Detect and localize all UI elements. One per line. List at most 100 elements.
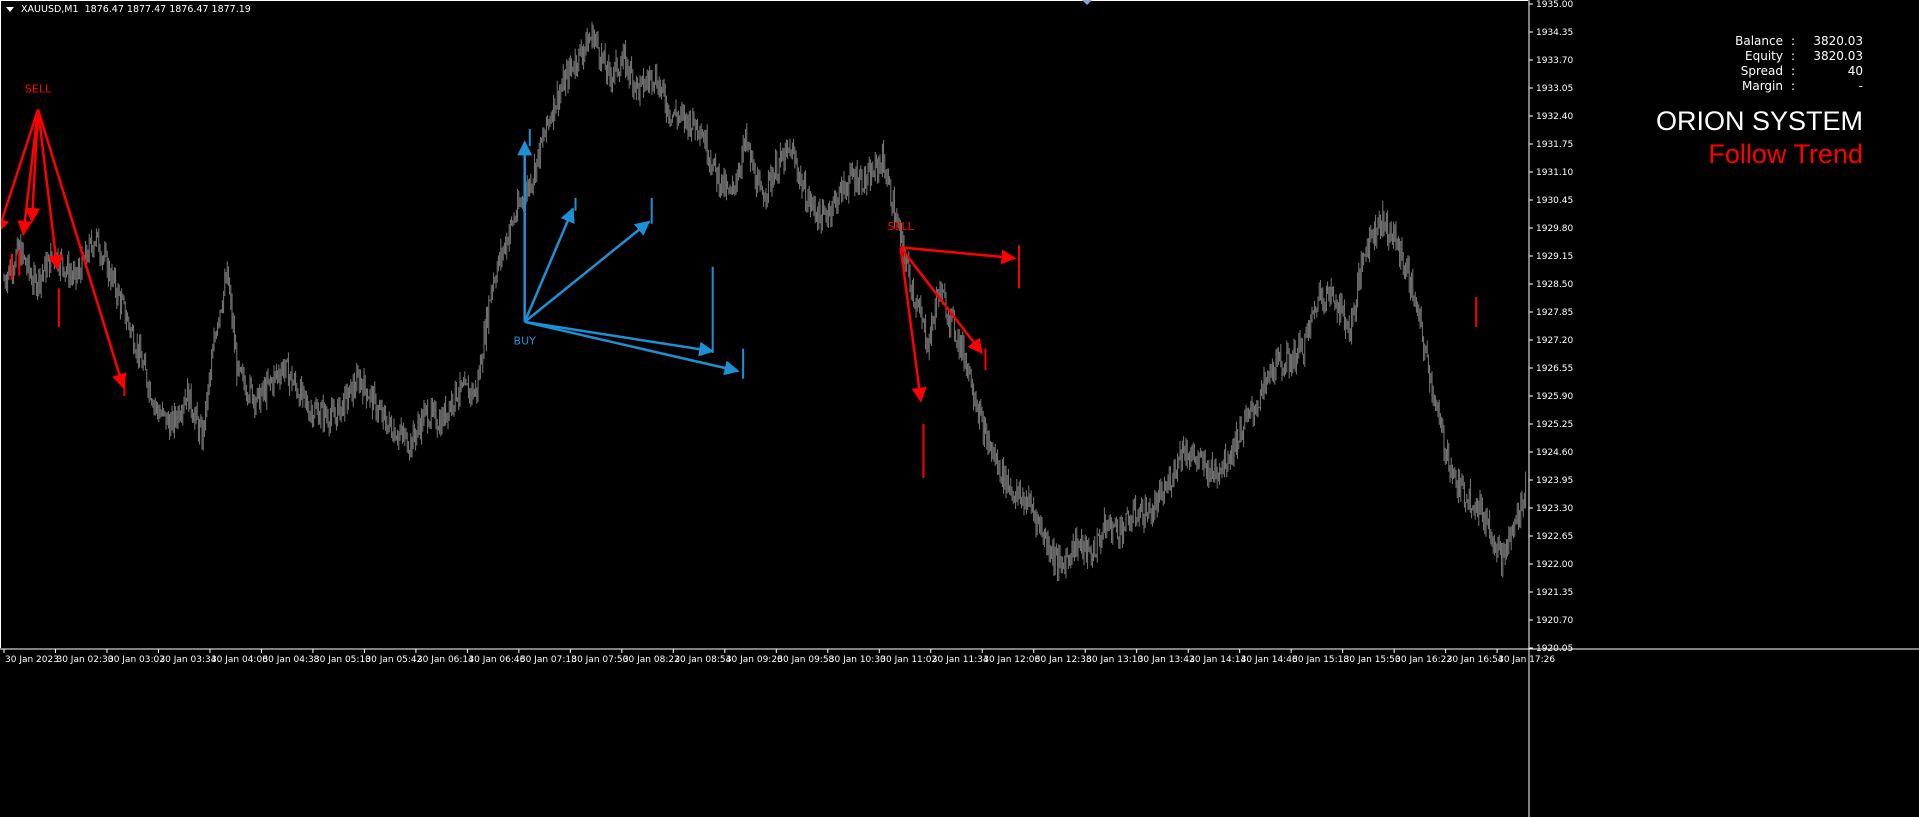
y-tick-label: 1934.35 xyxy=(1536,28,1573,38)
x-tick-label: 30 Jan 16:22 xyxy=(1395,655,1452,665)
info-row-equity: Equity : 3820.03 xyxy=(1703,49,1863,64)
y-tick-label: 1922.00 xyxy=(1536,560,1573,570)
info-label: Margin xyxy=(1742,79,1783,93)
info-label: Balance xyxy=(1735,34,1783,48)
y-tick-label: 1921.35 xyxy=(1536,588,1573,598)
symbol-label: XAUUSD,M1 xyxy=(21,4,79,15)
y-tick-label: 1931.10 xyxy=(1536,168,1573,178)
info-value: 3820.03 xyxy=(1813,49,1863,63)
x-tick-label: 30 Jan 16:54 xyxy=(1447,655,1504,665)
x-tick-label: 30 Jan 03:02 xyxy=(108,655,165,665)
y-tick-label: 1929.15 xyxy=(1536,252,1573,262)
y-tick-label: 1924.60 xyxy=(1536,448,1573,458)
x-tick-label: 30 Jan 04:06 xyxy=(211,655,268,665)
x-tick-label: 30 Jan 09:26 xyxy=(726,655,783,665)
sell-signal-arrow xyxy=(899,247,927,403)
info-sep: : xyxy=(1790,79,1796,93)
x-tick-label: 30 Jan 02:30 xyxy=(56,655,113,665)
candle-series xyxy=(3,21,1527,581)
info-row-balance: Balance : 3820.03 xyxy=(1703,34,1863,49)
buy-signal-arrow xyxy=(523,207,575,323)
x-tick-label: 30 Jan 05:10 xyxy=(314,655,371,665)
x-tick-label: 30 Jan 11:02 xyxy=(880,655,937,665)
brand-block: ORION SYSTEM Follow Trend xyxy=(1656,104,1863,170)
x-tick-label: 30 Jan 15:50 xyxy=(1344,655,1401,665)
y-tick-label: 1929.80 xyxy=(1536,224,1573,234)
x-tick-label: 30 Jan 05:42 xyxy=(365,655,422,665)
x-tick-label: 30 Jan 09:58 xyxy=(777,655,834,665)
x-tick-label: 30 Jan 07:18 xyxy=(520,655,577,665)
y-tick-label: 1922.65 xyxy=(1536,532,1573,542)
signal-arrows: SELL BUY SELL xyxy=(0,82,1478,478)
sell-signal-label: SELL xyxy=(25,82,52,95)
y-tick-label: 1932.40 xyxy=(1536,112,1573,122)
dropdown-triangle-icon[interactable] xyxy=(6,7,14,12)
account-info-panel: Balance : 3820.03 Equity : 3820.03 Sprea… xyxy=(1703,34,1863,94)
x-tick-label: 30 Jan 17:26 xyxy=(1498,655,1555,665)
x-tick-label: 30 Jan 13:42 xyxy=(1138,655,1195,665)
y-tick-label: 1935.00 xyxy=(1536,0,1573,10)
x-tick-label: 30 Jan 06:46 xyxy=(468,655,525,665)
x-tick-label: 30 Jan 07:50 xyxy=(571,655,628,665)
price-axis: 1935.00 1934.35 1933.70 1933.05 1932.40 1931.… xyxy=(1529,0,1573,654)
x-tick-label: 30 Jan 14:14 xyxy=(1189,655,1246,665)
info-row-spread: Spread : 40 xyxy=(1703,64,1863,79)
x-tick-label: 30 Jan 11:34 xyxy=(932,655,989,665)
y-tick-label: 1926.55 xyxy=(1536,364,1573,374)
sell-signal-arrow xyxy=(25,109,41,224)
x-tick-label: 30 Jan 03:34 xyxy=(159,655,216,665)
info-sep: : xyxy=(1790,49,1796,63)
y-tick-label: 1923.95 xyxy=(1536,476,1573,486)
x-tick-label: 30 Jan 12:38 xyxy=(1035,655,1092,665)
brand-tagline: Follow Trend xyxy=(1708,139,1863,169)
ohlc-readout: 1876.47 1877.47 1876.47 1877.19 xyxy=(84,4,251,15)
y-tick-label: 1925.90 xyxy=(1536,392,1573,402)
buy-signal-arrow xyxy=(524,320,715,357)
info-row-margin: Margin : - xyxy=(1703,79,1863,94)
y-tick-label: 1920.70 xyxy=(1536,616,1573,626)
sell-signal-arrow xyxy=(899,246,983,355)
x-tick-label: 30 Jan 15:18 xyxy=(1292,655,1349,665)
buy-signal-label: BUY xyxy=(514,334,537,347)
shift-marker-icon[interactable] xyxy=(1082,0,1092,5)
y-tick-label: 1927.20 xyxy=(1536,336,1573,346)
sell-signal-arrow xyxy=(900,246,1017,265)
info-label: Equity xyxy=(1745,49,1783,63)
x-tick-label: 30 Jan 06:14 xyxy=(417,655,474,665)
info-value: 40 xyxy=(1847,64,1863,78)
x-tick-label: 30 Jan 13:10 xyxy=(1086,655,1143,665)
y-tick-label: 1925.25 xyxy=(1536,420,1573,430)
info-label: Spread xyxy=(1740,64,1783,78)
y-tick-label: 1920.05 xyxy=(1536,644,1573,654)
y-tick-label: 1928.50 xyxy=(1536,280,1573,290)
y-tick-label: 1933.70 xyxy=(1536,56,1573,66)
x-tick-label: 30 Jan 10:30 xyxy=(829,655,886,665)
buy-signal-arrow xyxy=(524,320,740,376)
y-tick-label: 1933.05 xyxy=(1536,84,1573,94)
info-value: - xyxy=(1858,79,1863,93)
y-tick-label: 1923.30 xyxy=(1536,504,1573,514)
x-tick-label: 30 Jan 08:54 xyxy=(674,655,731,665)
y-tick-label: 1927.85 xyxy=(1536,308,1573,318)
info-sep: : xyxy=(1790,34,1796,48)
x-tick-label: 30 Jan 08:22 xyxy=(623,655,680,665)
buy-signal-arrow xyxy=(523,220,651,323)
sell-signal-arrow xyxy=(36,109,64,271)
brand-name: ORION SYSTEM xyxy=(1655,106,1863,136)
sell-signal-label: SELL xyxy=(888,220,915,233)
x-tick-label: 30 Jan 04:38 xyxy=(262,655,319,665)
x-tick-label: 30 Jan 14:46 xyxy=(1241,655,1298,665)
y-tick-label: 1931.75 xyxy=(1536,140,1573,150)
x-tick-label: 30 Jan 12:06 xyxy=(983,655,1040,665)
info-value: 3820.03 xyxy=(1813,34,1863,48)
sell-signal-arrow xyxy=(0,109,40,234)
info-sep: : xyxy=(1790,64,1796,78)
x-tick-label: 30 Jan 2023 xyxy=(5,655,59,665)
sell-signal-arrow xyxy=(36,109,127,389)
y-tick-label: 1930.45 xyxy=(1536,196,1573,206)
symbol-title-bar: XAUUSD,M1 1876.47 1877.47 1876.47 1877.1… xyxy=(6,4,251,15)
